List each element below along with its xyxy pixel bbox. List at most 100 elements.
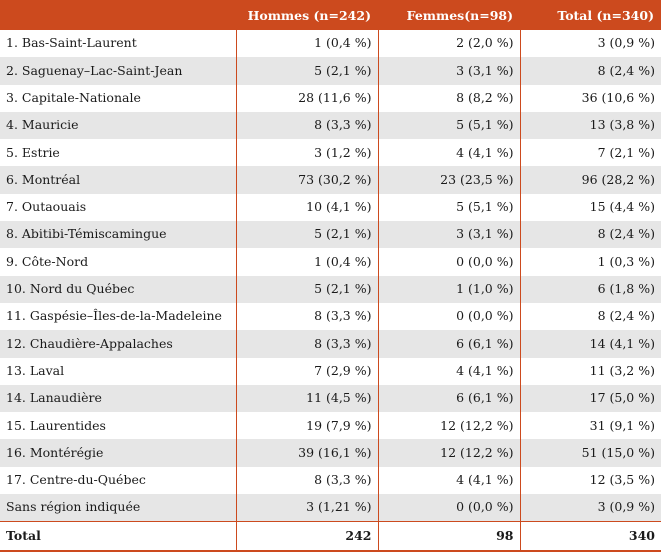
table-row: 12. Chaudière-Appalaches 8 (3,3 %) 6 (6,1 … bbox=[0, 330, 661, 358]
cell-region: 13. Laval bbox=[6, 362, 65, 378]
total-row: Total 242 98 340 bbox=[0, 521, 661, 552]
cell-region: 12. Chaudière-Appalaches bbox=[0, 330, 236, 358]
cell-total: 8 (2,4 %) bbox=[519, 57, 661, 85]
cell-total: 17 (5,0 %) bbox=[519, 384, 661, 413]
cell-hommes: 5 (2,1 %) bbox=[235, 275, 378, 303]
total-total: 340 bbox=[519, 521, 661, 552]
cell-total: 15 (4,4 %) bbox=[519, 193, 661, 222]
cell-femmes: 12 (12,2 %) bbox=[377, 439, 520, 467]
cell-region: 11. Gaspésie–Îles-de-la-Madeleine bbox=[6, 308, 222, 324]
cell-hommes: 39 (16,1 %) bbox=[235, 439, 378, 467]
cell-femmes: 5 (5,1 %) bbox=[377, 111, 520, 140]
cell-total: 8 (2,4 %) bbox=[519, 302, 661, 331]
table-row: 1. Bas-Saint-Laurent 1 (0,4 %) 2 (2,0 %) 3 … bbox=[0, 30, 661, 58]
cell-region: 4. Mauricie bbox=[0, 111, 236, 140]
table-row: 15. Laurentides 19 (7,9 %) 12 (12,2 %) 31 (… bbox=[0, 412, 661, 440]
cell-femmes: 4 (4,1 %) bbox=[377, 357, 520, 385]
cell-region: 3. Capitale-Nationale bbox=[6, 89, 141, 105]
cell-total: 31 (9,1 %) bbox=[519, 412, 661, 440]
cell-total: 3 (0,9 %) bbox=[519, 30, 661, 58]
cell-hommes: 11 (4,5 %) bbox=[235, 384, 378, 413]
cell-region: 10. Nord du Québec bbox=[0, 275, 236, 303]
cell-femmes: 12 (12,2 %) bbox=[377, 412, 520, 440]
cell-region: 15. Laurentides bbox=[6, 417, 106, 433]
cell-hommes: 28 (11,6 %) bbox=[235, 84, 378, 112]
cell-region: 17. Centre-du-Québec bbox=[6, 472, 146, 488]
cell-hommes: 8 (3,3 %) bbox=[235, 111, 378, 140]
cell-total: 8 (2,4 %) bbox=[519, 221, 661, 249]
cell-hommes: 5 (2,1 %) bbox=[235, 221, 378, 249]
cell-region: 16. Montérégie bbox=[0, 439, 236, 467]
total-hommes: 242 bbox=[235, 521, 378, 552]
table-row: 16. Montérégie 39 (16,1 %) 12 (12,2 %) 51 (… bbox=[0, 439, 661, 467]
cell-region: 2. Saguenay–Lac-Saint-Jean bbox=[0, 57, 236, 85]
cell-region: 9. Côte-Nord bbox=[6, 253, 89, 269]
cell-femmes: 0 (0,0 %) bbox=[377, 302, 520, 331]
table-row: 5. Estrie 3 (1,2 %) 4 (4,1 %) 7 (2,1 %) bbox=[0, 139, 661, 167]
cell-hommes: 73 (30,2 %) bbox=[235, 166, 378, 194]
table-row: 8. Abitibi-Témiscamingue 5 (2,1 %) 3 (3,1 … bbox=[0, 221, 661, 249]
header-total: Total (n=340) bbox=[520, 0, 661, 30]
cell-total: 3 (0,9 %) bbox=[519, 494, 661, 522]
header-region bbox=[0, 0, 236, 30]
cell-region: 1. Bas-Saint-Laurent bbox=[6, 35, 137, 51]
cell-hommes: 3 (1,2 %) bbox=[235, 139, 378, 167]
cell-femmes: 3 (3,1 %) bbox=[377, 221, 520, 249]
cell-total: 6 (1,8 %) bbox=[519, 275, 661, 303]
cell-total: 96 (28,2 %) bbox=[519, 166, 661, 194]
cell-hommes: 7 (2,9 %) bbox=[235, 357, 378, 385]
cell-femmes: 4 (4,1 %) bbox=[377, 466, 520, 495]
table-row: 4. Mauricie 8 (3,3 %) 5 (5,1 %) 13 (3,8 %) bbox=[0, 111, 661, 140]
cell-region: 7. Outaouais bbox=[6, 199, 87, 215]
cell-hommes: 5 (2,1 %) bbox=[235, 57, 378, 85]
table-row: 2. Saguenay–Lac-Saint-Jean 5 (2,1 %) 3 (3,… bbox=[0, 57, 661, 85]
cell-region: 5. Estrie bbox=[6, 144, 60, 160]
table-row: 17. Centre-du-Québec 8 (3,3 %) 4 (4,1 %) 12… bbox=[0, 466, 661, 495]
table-body: 1. Bas-Saint-Laurent 1 (0,4 %) 2 (2,0 %) 3 … bbox=[0, 30, 661, 552]
table-row: 11. Gaspésie–Îles-de-la-Madeleine 8 (3,3 … bbox=[0, 302, 661, 331]
table-row: 14. Lanaudière 11 (4,5 %) 6 (6,1 %) 17 (5,0… bbox=[0, 384, 661, 413]
cell-hommes: 10 (4,1 %) bbox=[235, 193, 378, 222]
cell-femmes: 8 (8,2 %) bbox=[377, 84, 520, 112]
cell-hommes: 8 (3,3 %) bbox=[235, 302, 378, 331]
cell-hommes: 1 (0,4 %) bbox=[235, 30, 378, 58]
table-row: 9. Côte-Nord 1 (0,4 %) 0 (0,0 %) 1 (0,3 %) bbox=[0, 248, 661, 276]
table-row: 10. Nord du Québec 5 (2,1 %) 1 (1,0 %) 6 (1… bbox=[0, 275, 661, 303]
cell-hommes: 8 (3,3 %) bbox=[235, 330, 378, 358]
cell-total: 1 (0,3 %) bbox=[519, 248, 661, 276]
cell-femmes: 3 (3,1 %) bbox=[377, 57, 520, 85]
table-row: 13. Laval 7 (2,9 %) 4 (4,1 %) 11 (3,2 %) bbox=[0, 357, 661, 385]
cell-total: 14 (4,1 %) bbox=[519, 330, 661, 358]
table-header: Hommes (n=242) Femmes(n=98) Total (n=340… bbox=[0, 0, 661, 30]
header-femmes: Femmes(n=98) bbox=[378, 0, 520, 30]
cell-femmes: 5 (5,1 %) bbox=[377, 193, 520, 222]
cell-hommes: 8 (3,3 %) bbox=[235, 466, 378, 495]
cell-femmes: 2 (2,0 %) bbox=[377, 30, 520, 58]
cell-region: 14. Lanaudière bbox=[0, 384, 236, 413]
cell-femmes: 6 (6,1 %) bbox=[377, 384, 520, 413]
table-row: 7. Outaouais 10 (4,1 %) 5 (5,1 %) 15 (4,4 %… bbox=[0, 193, 661, 222]
cell-total: 13 (3,8 %) bbox=[519, 111, 661, 140]
total-femmes: 98 bbox=[377, 521, 520, 552]
table-row: 3. Capitale-Nationale 28 (11,6 %) 8 (8,2 %… bbox=[0, 84, 661, 112]
cell-region: 6. Montréal bbox=[0, 166, 236, 194]
cell-femmes: 23 (23,5 %) bbox=[377, 166, 520, 194]
cell-femmes: 1 (1,0 %) bbox=[377, 275, 520, 303]
cell-total: 36 (10,6 %) bbox=[519, 84, 661, 112]
cell-hommes: 19 (7,9 %) bbox=[235, 412, 378, 440]
cell-femmes: 0 (0,0 %) bbox=[377, 494, 520, 522]
cell-region: Sans région indiquée bbox=[0, 494, 236, 522]
header-hommes: Hommes (n=242) bbox=[236, 0, 378, 30]
header-row: Hommes (n=242) Femmes(n=98) Total (n=340… bbox=[0, 0, 661, 30]
cell-total: 11 (3,2 %) bbox=[519, 357, 661, 385]
cell-femmes: 6 (6,1 %) bbox=[377, 330, 520, 358]
table-row: 6. Montréal 73 (30,2 %) 23 (23,5 %) 96 (28,… bbox=[0, 166, 661, 194]
cell-hommes: 3 (1,21 %) bbox=[235, 494, 378, 522]
total-label: Total bbox=[0, 521, 236, 552]
cell-femmes: 4 (4,1 %) bbox=[377, 139, 520, 167]
cell-femmes: 0 (0,0 %) bbox=[377, 248, 520, 276]
table-row: Sans région indiquée 3 (1,21 %) 0 (0,0 %) 3… bbox=[0, 494, 661, 522]
cell-total: 51 (15,0 %) bbox=[519, 439, 661, 467]
cell-region: 8. Abitibi-Témiscamingue bbox=[0, 221, 236, 249]
